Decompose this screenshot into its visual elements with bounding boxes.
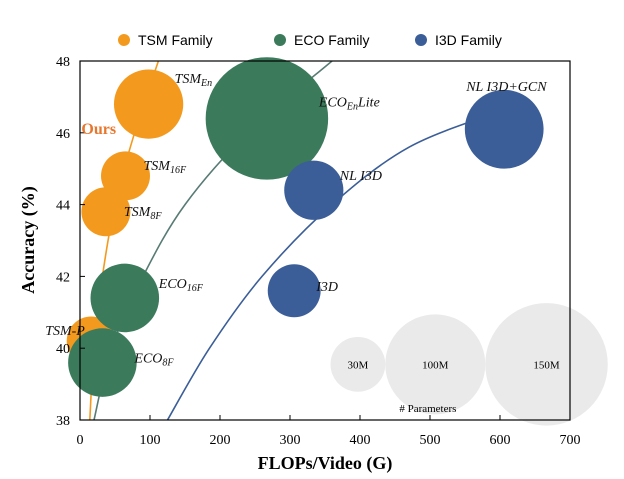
- point-label-nl-i3d: NL I3D: [339, 169, 382, 184]
- point-label-tsm8f: TSM8F: [124, 205, 162, 222]
- label-subscript: En: [346, 101, 358, 112]
- label-subscript: 16F: [187, 283, 204, 294]
- point-label-eco8f: ECO8F: [133, 352, 174, 369]
- legend-label-eco-family: ECO Family: [294, 32, 369, 48]
- point-label-eco16f: ECO16F: [158, 277, 204, 294]
- point-label-tsm16f: TSM16F: [144, 159, 187, 176]
- x-tick-label: 200: [210, 433, 231, 448]
- x-tick-label: 300: [280, 433, 301, 448]
- color-legend: TSM Family ECO Family I3D Family: [118, 32, 502, 48]
- bubble-eco16f: [90, 263, 160, 333]
- legend-marker-eco-family: [274, 34, 286, 46]
- label-base: ECO: [318, 95, 347, 110]
- plot-frame: [79, 60, 571, 421]
- size-legend-bubble-150m: [485, 303, 608, 426]
- x-tick-label: 700: [560, 433, 581, 448]
- size-legend-bubble-100m: [385, 314, 486, 415]
- y-tick-label: 40: [56, 342, 70, 357]
- point-label-tsmen: TSMEn: [175, 72, 213, 89]
- point-label-nl-i3d-gcn: NL I3D+GCN: [465, 80, 547, 95]
- x-tick-label: 100: [140, 433, 161, 448]
- bubble-eco8f: [68, 328, 137, 397]
- y-tick-label: 48: [56, 55, 70, 70]
- bubble-nl-i3d: [284, 160, 344, 220]
- size-legend-label-150m: 150M: [533, 359, 560, 371]
- bubble-tsmen: [113, 69, 184, 139]
- size-legend-label-100m: 100M: [422, 359, 449, 371]
- x-axis-label: FLOPs/Video (G): [258, 453, 393, 474]
- label-base: TSM: [175, 72, 203, 87]
- ours-annotation: Ours: [81, 121, 116, 138]
- size-legend: 30M 100M 150M: [330, 303, 608, 426]
- y-axis-label: Accuracy (%): [18, 186, 39, 293]
- label-base: TSM: [144, 159, 172, 174]
- size-legend-bubble-30m: [330, 336, 386, 392]
- bubble-i3d: [267, 264, 321, 318]
- axes: 0 100 200 300 400 500 600 700 38 40 42 44 46 48: [56, 55, 581, 448]
- bubbles: TSM-PTSM8FTSM16FTSMEnECO8FECO16FECOEnLit…: [45, 57, 547, 397]
- legend-marker-tsm-family: [118, 34, 130, 46]
- label-subscript: En: [200, 78, 212, 89]
- bubble-ecoenlite: [205, 57, 329, 180]
- point-label-tsm-p: TSM-P: [45, 324, 85, 339]
- label-subscript: 16F: [170, 165, 187, 176]
- legend-label-i3d-family: I3D Family: [435, 32, 502, 48]
- bubble-tsm8f: [81, 187, 131, 237]
- trend-curve-i3d-family: [166, 110, 501, 420]
- x-tick-label: 500: [420, 433, 441, 448]
- y-tick-label: 42: [56, 270, 70, 285]
- point-label-i3d: I3D: [315, 280, 338, 295]
- size-legend-title: # Parameters: [399, 403, 456, 415]
- y-tick-label: 38: [56, 414, 70, 429]
- x-tick-label: 600: [490, 433, 511, 448]
- label-base: ECO: [133, 352, 162, 367]
- legend-marker-i3d-family: [415, 34, 427, 46]
- label-base: TSM: [124, 205, 152, 220]
- label-base: ECO: [158, 277, 187, 292]
- x-tick-label: 400: [350, 433, 371, 448]
- legend-label-tsm-family: TSM Family: [138, 32, 213, 48]
- size-legend-label-30m: 30M: [348, 359, 369, 371]
- label-suffix: Lite: [357, 95, 380, 110]
- x-tick-label: 0: [77, 433, 84, 448]
- y-tick-label: 46: [56, 127, 70, 142]
- point-label-ecoenlite: ECOEnLite: [318, 95, 380, 112]
- label-subscript: 8F: [162, 358, 174, 369]
- y-tick-label: 44: [56, 199, 70, 214]
- bubble-tsm16f: [101, 151, 150, 201]
- bubble-nl-i3d-gcn: [464, 89, 544, 169]
- label-subscript: 8F: [150, 211, 162, 222]
